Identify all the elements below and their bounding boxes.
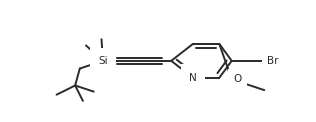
Text: N: N (189, 73, 197, 83)
Text: Si: Si (98, 56, 108, 66)
Text: O: O (233, 74, 241, 84)
Text: Br: Br (267, 56, 279, 66)
